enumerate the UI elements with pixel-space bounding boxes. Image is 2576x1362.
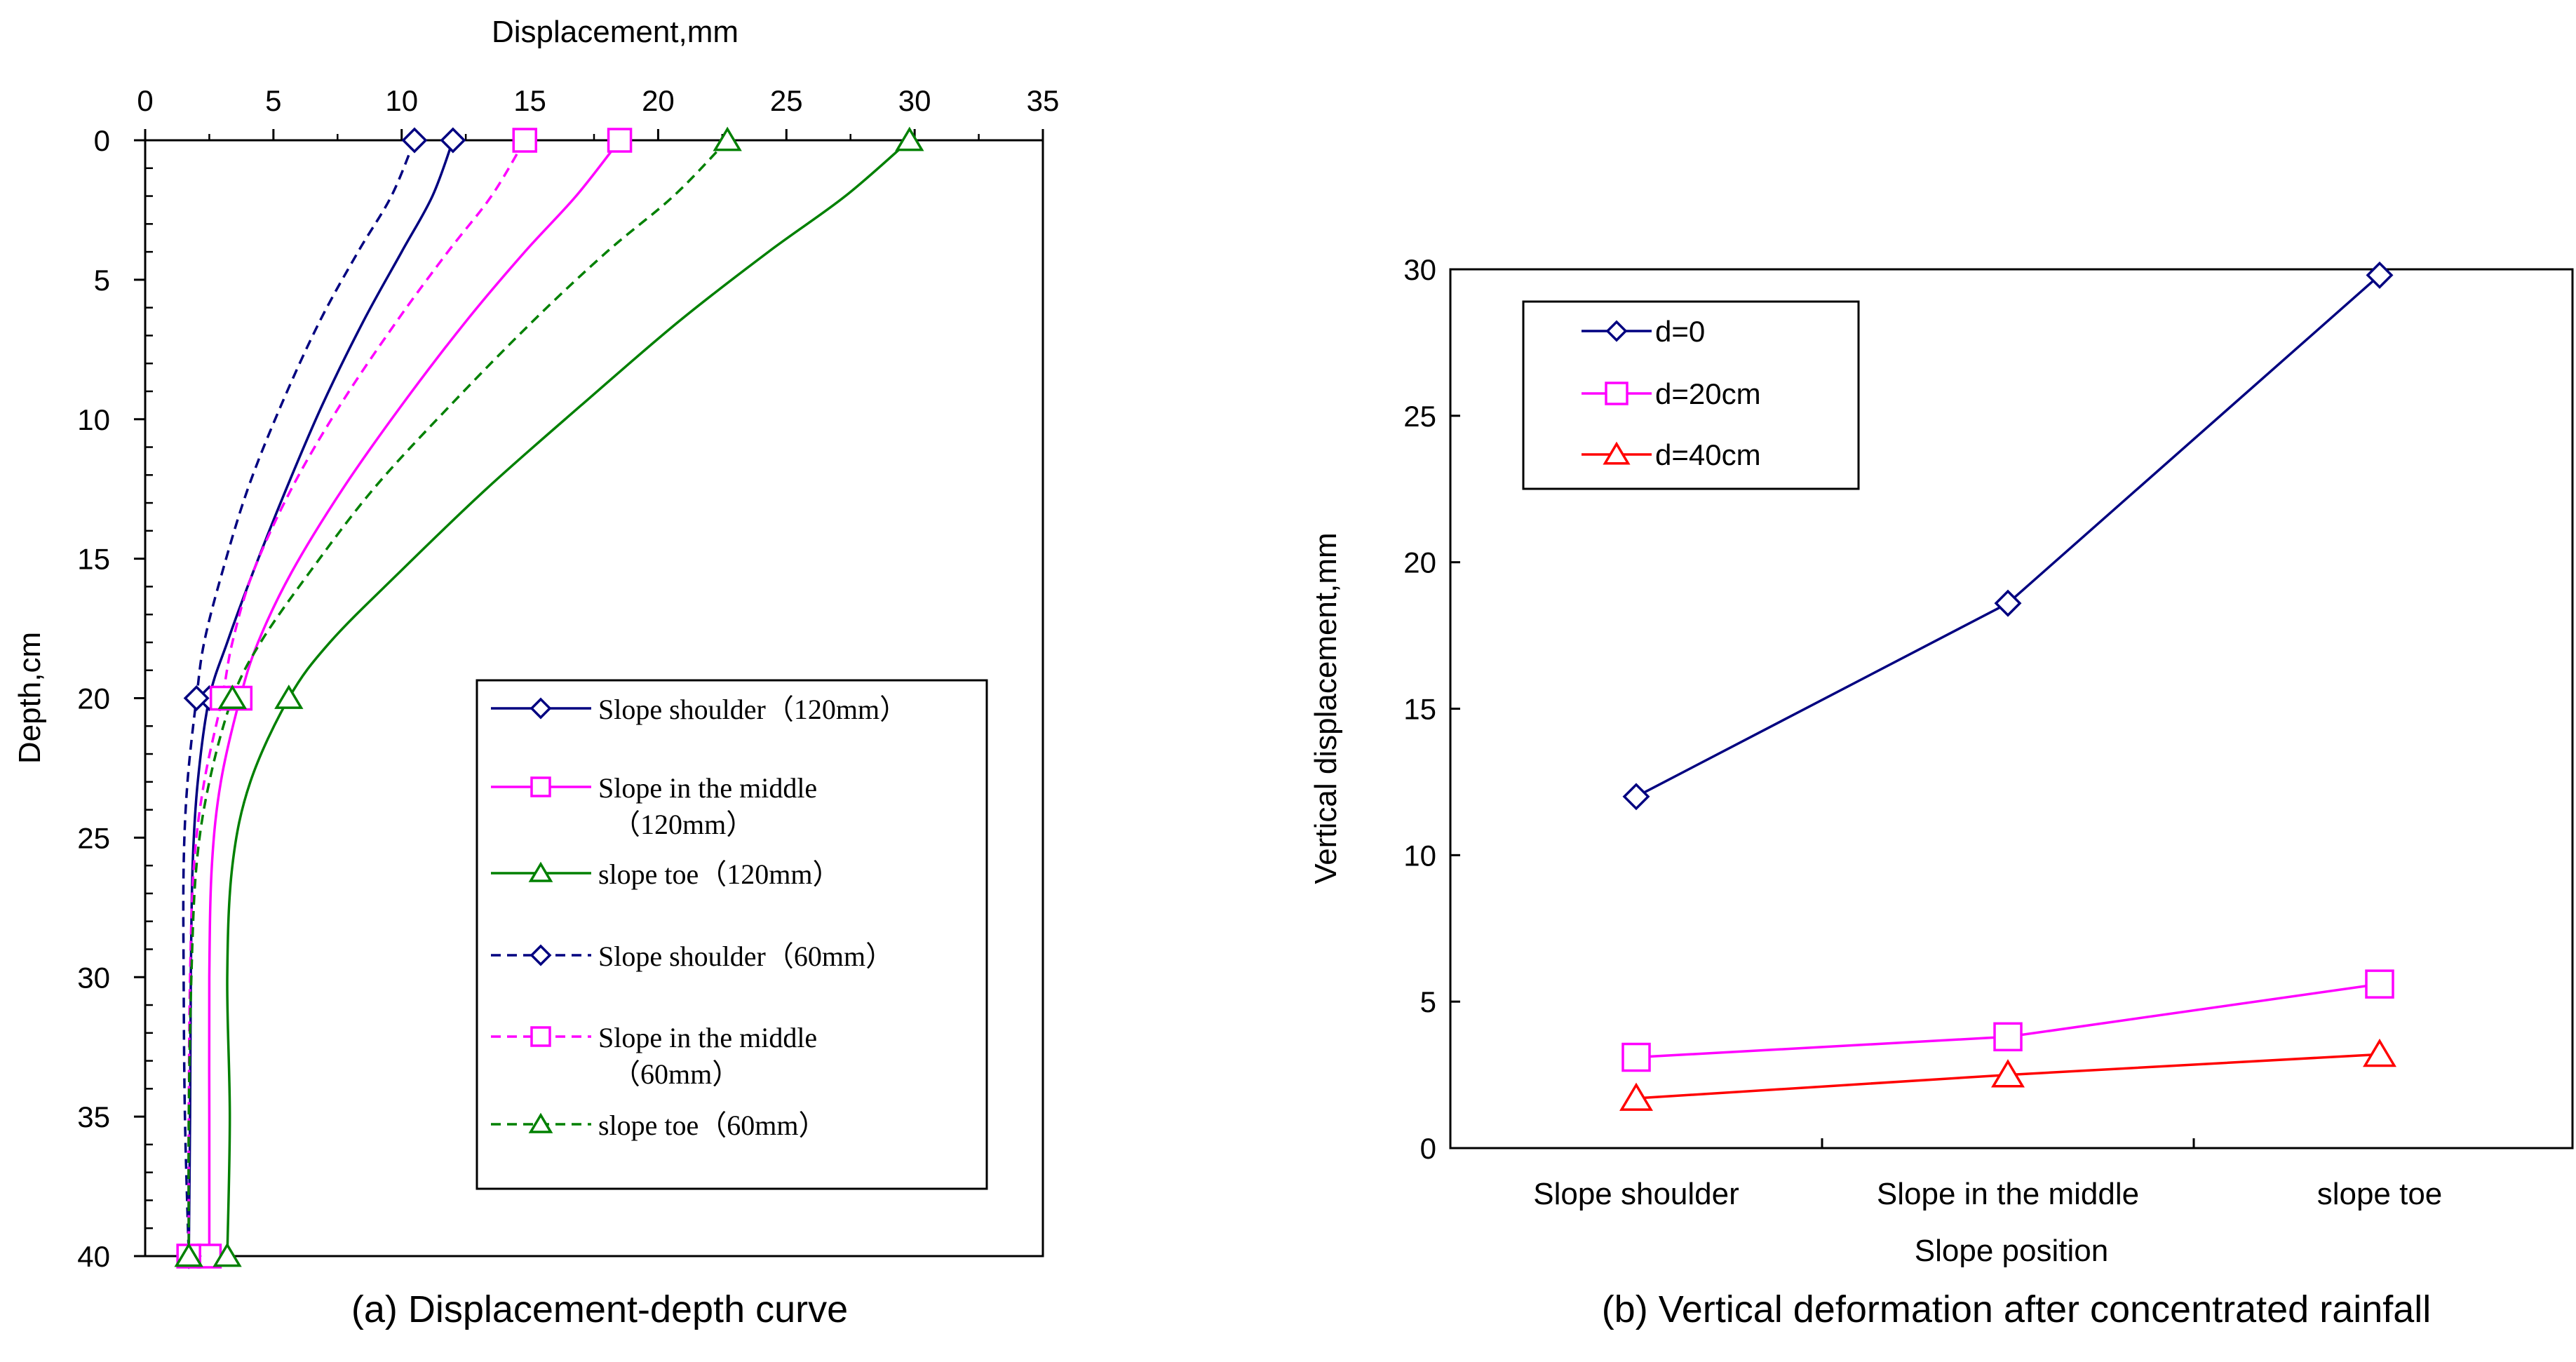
chart-b-y-tick-label: 25: [1403, 400, 1436, 433]
chart-b-legend-label: d=0: [1655, 315, 1705, 348]
chart-b-legend-box: [1522, 300, 1860, 490]
chart-b-legend-label: d=40cm: [1655, 438, 1761, 471]
chart-b-legend-label: d=20cm: [1655, 377, 1761, 410]
chart-a-x-tick-label: 35: [1027, 84, 1060, 117]
chart-b-point: [1993, 1022, 2023, 1052]
chart-a-x-tick-label: 20: [642, 84, 675, 117]
chart-a-legend-label: Slope in the middle: [598, 1022, 817, 1053]
chart-a-y-tick-label: 20: [77, 682, 110, 715]
chart-a-y-tick-label: 30: [77, 961, 110, 994]
chart-a-series-line-4: [182, 140, 416, 1256]
chart-a-point: [174, 1242, 203, 1267]
chart-a-y-tick-label: 15: [77, 543, 110, 576]
chart-a-point: [213, 1242, 242, 1267]
chart-a-series-line-3: [226, 140, 910, 1256]
chart-b-y-tick-label: 20: [1403, 546, 1436, 579]
chart-b-point: [1994, 589, 2022, 617]
chart-a-x-tick-label: 5: [265, 84, 281, 117]
chart-b-markers: [1619, 261, 2396, 1111]
chart-b-legend-marker: [1605, 382, 1628, 405]
chart-b-x-tick-label: Slope shoulder: [1533, 1177, 1739, 1211]
chart-a-legend-marker: [528, 861, 553, 882]
chart-a-y-tick-label: 10: [77, 403, 110, 436]
chart-a-y-tick-label: 25: [77, 821, 110, 854]
chart-a-point: [217, 685, 248, 709]
chart-b-y-tick-label: 0: [1420, 1132, 1436, 1165]
chart-a-y-axis-title: Depth,cm: [13, 632, 47, 764]
chart-a-series-line-1: [187, 140, 454, 1256]
chart-a-legend-marker: [530, 776, 551, 797]
chart-a-legend-marker: [528, 1112, 553, 1133]
chart-a-point: [401, 127, 428, 154]
chart-a-x-tick-label: 10: [385, 84, 418, 117]
chart-a-point: [440, 127, 466, 154]
chart-a-caption: (a) Displacement-depth curve: [351, 1288, 848, 1330]
chart-a-point: [512, 128, 538, 153]
chart-a-legend-label: slope toe（60mm）: [598, 1110, 827, 1141]
chart-a-point: [607, 128, 633, 153]
chart-b-point: [1622, 783, 1650, 811]
chart-b-y-axis-title: Vertical displacement,mm: [1309, 532, 1343, 884]
chart-a-point: [274, 685, 304, 709]
chart-a-legend-label: slope toe（120mm）: [598, 858, 841, 890]
chart-b: 0 5 10 15 20 25 30 Slope shoulder Slope in the m…: [1309, 253, 2574, 1330]
chart-a-legend-box: [476, 679, 988, 1190]
chart-a-x-tick-label: 0: [137, 84, 153, 117]
chart-a-y-tick-label: 40: [77, 1240, 110, 1273]
chart-b-y-tick-label: 5: [1420, 985, 1436, 1018]
chart-a-series-line-6: [187, 140, 729, 1256]
chart-a-markers: [174, 126, 924, 1269]
chart-a-y-tick-label: 5: [94, 264, 110, 297]
chart-b-x-tick-label: Slope in the middle: [1877, 1177, 2139, 1211]
chart-a-point: [183, 685, 210, 711]
chart-a-legend: Slope shoulder（120mm） Slope in the middle…: [476, 679, 988, 1190]
chart-b-caption: (b) Vertical deformation after concentra…: [1602, 1288, 2432, 1330]
chart-a-point: [895, 126, 924, 151]
chart-a-legend-marker: [530, 697, 552, 720]
chart-a-series-line-2: [208, 140, 621, 1256]
chart-b-x-axis-title: Slope position: [1915, 1234, 2108, 1268]
chart-b-legend-marker: [1605, 320, 1628, 342]
chart-b-axis-ticks: 0 5 10 15 20 25 30 Slope shoulder Slope in the m…: [1403, 253, 2442, 1211]
chart-a-legend-label: Slope in the middle: [598, 772, 817, 804]
chart-a-x-tick-label: 30: [898, 84, 931, 117]
chart-b-legend-marker: [1603, 441, 1631, 465]
chart-a-series-line-5: [187, 140, 526, 1256]
chart-a: 0 5 10 15 20 25 30 35 0 5 10 15 20 25 30 35 40 Displacem…: [13, 15, 1059, 1330]
chart-a-x-axis-title: Displacement,mm: [492, 15, 739, 49]
chart-a-legend-marker: [530, 1026, 551, 1047]
chart-b-y-tick-label: 10: [1403, 839, 1436, 872]
chart-a-y-tick-label: 0: [94, 124, 110, 157]
chart-b-point: [2363, 1038, 2396, 1067]
chart-a-x-tick-label: 25: [770, 84, 803, 117]
chart-a-legend-label: （60mm）: [612, 1058, 740, 1090]
chart-b-point: [2366, 261, 2394, 289]
chart-a-legend-marker: [530, 944, 552, 966]
chart-a-legend-label: Slope shoulder（60mm）: [598, 940, 893, 972]
chart-b-point: [1621, 1042, 1651, 1072]
chart-a-legend-label: Slope shoulder（120mm）: [598, 694, 908, 725]
chart-a-axis-ticks: 0 5 10 15 20 25 30 35 0 5 10 15 20 25 30 35 40: [77, 84, 1059, 1273]
chart-b-point: [1991, 1059, 2025, 1088]
chart-b-x-tick-label: slope toe: [2317, 1177, 2443, 1211]
chart-b-point: [2365, 969, 2394, 999]
chart-a-y-tick-label: 35: [77, 1100, 110, 1133]
chart-a-series: [182, 140, 910, 1256]
chart-b-point: [1619, 1082, 1653, 1111]
chart-b-y-tick-label: 30: [1403, 253, 1436, 286]
chart-a-legend-label: （120mm）: [612, 809, 754, 840]
chart-a-point: [713, 126, 742, 151]
chart-a-x-tick-label: 15: [513, 84, 546, 117]
chart-b-legend: d=0 d=20cm d=40cm: [1522, 300, 1860, 490]
chart-b-y-tick-label: 15: [1403, 693, 1436, 726]
